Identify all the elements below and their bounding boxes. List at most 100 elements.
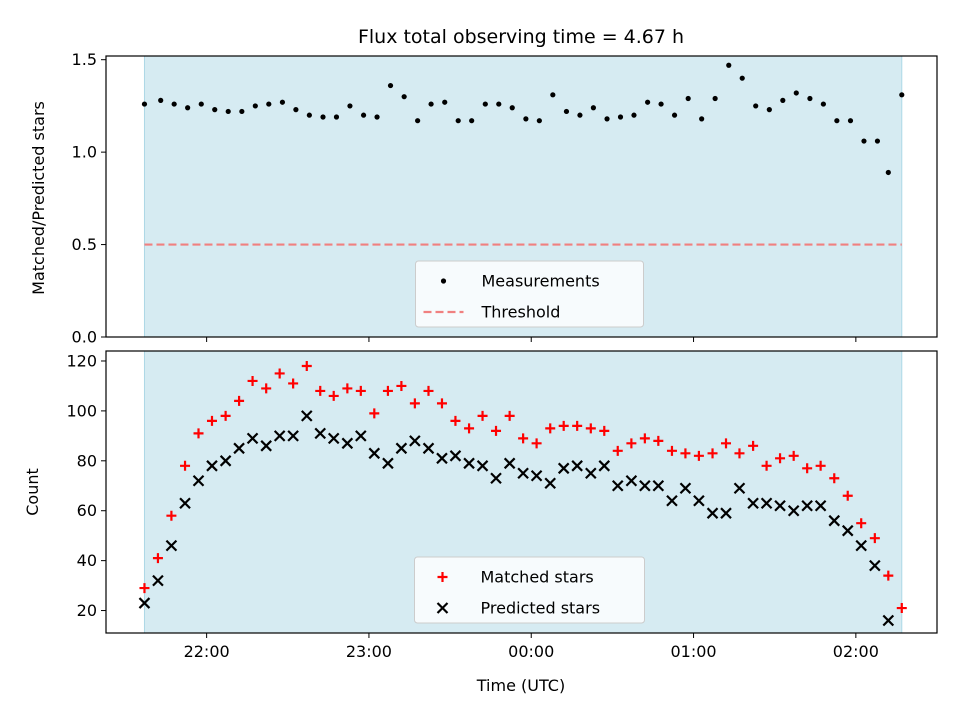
predicted-stars-point (300, 410, 313, 422)
predicted-stars-point (246, 432, 259, 445)
predicted-stars-point (206, 460, 218, 472)
predicted-stars-point (382, 457, 394, 470)
matched-stars-point (639, 433, 650, 444)
predicted-stars-point (449, 450, 462, 462)
predicted-stars-point (219, 455, 232, 467)
predicted-stars-point (747, 497, 759, 510)
measurement-point (780, 97, 786, 103)
measurement-point (141, 101, 148, 107)
predicted-stars-point (152, 574, 164, 587)
measurement-point (874, 138, 881, 144)
measurement-point (496, 101, 502, 107)
top-plot-area (141, 62, 905, 246)
matched-stars-point (680, 448, 691, 459)
measurement-point (401, 94, 407, 100)
matched-stars-point (666, 445, 677, 456)
measurement-point (455, 118, 461, 124)
matched-stars-point (315, 385, 326, 396)
measurement-point (631, 112, 637, 118)
measurement-point (428, 101, 434, 107)
measurement-point (645, 99, 651, 105)
predicted-stars-point (395, 442, 408, 455)
matched-stars-point (464, 423, 475, 434)
measurement-point (699, 116, 705, 122)
predicted-stars-point (138, 597, 151, 609)
matched-stars-point (761, 460, 772, 471)
predicted-stars-point (652, 479, 665, 492)
matched-stars-point (626, 438, 637, 449)
matched-stars-point (815, 460, 826, 471)
top-legend: Measurements Threshold (415, 260, 644, 328)
predicted-stars-point (273, 430, 286, 442)
measurement-point (509, 105, 515, 111)
x-tick-label: 00:00 (508, 642, 554, 661)
predicted-stars-point (882, 614, 895, 627)
measurement-point (523, 116, 529, 122)
predicted-stars-point (869, 559, 881, 572)
measurement-point (374, 114, 380, 120)
measurement-point (185, 105, 191, 111)
predicted-stars-point (530, 470, 543, 482)
matched-stars-point (206, 415, 217, 426)
predicted-stars-point (814, 499, 827, 512)
predicted-stars-point (436, 452, 448, 465)
matched-stars-point (531, 438, 542, 449)
predicted-stars-point (422, 442, 435, 455)
matched-stars-point (274, 368, 285, 379)
bottom-legend: Matched stars Predicted stars (414, 556, 645, 624)
matched-stars-point (423, 385, 434, 396)
bottom-y-tick-label: 40 (77, 551, 97, 570)
predicted-stars-point (327, 432, 340, 445)
legend-label: Threshold (481, 303, 561, 322)
measurement-point (482, 101, 488, 107)
predicted-stars-point (557, 462, 570, 475)
bottom-y-tick-label: 80 (77, 451, 97, 470)
matched-stars-point (477, 410, 488, 421)
measurement-point (306, 112, 312, 118)
predicted-stars-point (760, 497, 773, 510)
predicted-stars-point (585, 467, 597, 480)
chart-title: Flux total observing time = 4.67 h (358, 26, 684, 48)
measurement-point (442, 99, 448, 105)
measurement-point (793, 90, 799, 96)
measurement-point (739, 75, 745, 81)
matched-stars-point (436, 398, 447, 409)
bottom-panel: 20 40 60 80 100 120 22:00 23:00 00:00 01:00 02:00 M… (66, 350, 938, 661)
bottom-legend-box (414, 556, 645, 624)
matched-stars-point (382, 385, 393, 396)
bottom-y-axis-title: Count (23, 468, 42, 516)
predicted-stars-point (503, 457, 516, 470)
matched-stars-point (802, 463, 813, 474)
matched-stars-point (707, 448, 718, 459)
measurement-point (604, 116, 610, 122)
legend-label: Predicted stars (481, 599, 601, 618)
matched-stars-point (612, 445, 623, 456)
matched-stars-point (409, 398, 420, 409)
measurement-point (807, 95, 813, 102)
predicted-stars-point (490, 472, 502, 485)
legend-measurements-swatch (440, 278, 447, 284)
matched-stars-point (180, 460, 191, 471)
predicted-stars-point (611, 479, 624, 492)
measurement-point (198, 101, 204, 107)
predicted-stars-point (341, 437, 354, 450)
bottom-y-tick-label: 100 (66, 401, 97, 420)
measurement-point (279, 99, 286, 105)
predicted-stars-point (517, 467, 529, 480)
predicted-stars-point (787, 504, 800, 517)
measurement-point (536, 118, 542, 124)
x-tick-label: 01:00 (670, 642, 716, 661)
top-panel: 0.0 0.5 1.0 1.5 Measurements Threshold (72, 50, 938, 347)
measurement-point (469, 118, 475, 124)
measurement-point (671, 112, 678, 118)
measurement-point (658, 101, 664, 107)
measurement-point (899, 92, 905, 98)
matched-stars-point (450, 415, 461, 426)
top-axes-frame (105, 55, 938, 338)
matched-stars-point (829, 473, 840, 484)
top-y-axis-title: Matched/Predicted stars (29, 101, 48, 295)
matched-stars-point (572, 420, 583, 431)
measurement-point (266, 101, 272, 107)
predicted-stars-point (720, 507, 732, 519)
